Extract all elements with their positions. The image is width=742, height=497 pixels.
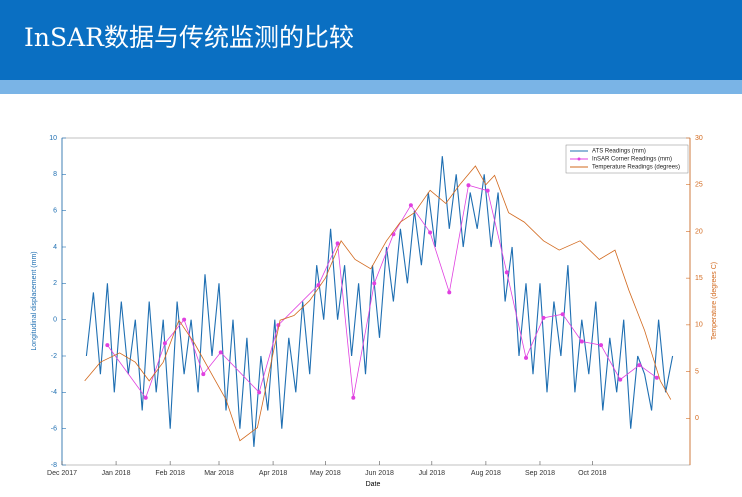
series-marker	[162, 341, 167, 346]
series-marker	[447, 290, 452, 295]
series-marker	[372, 281, 377, 286]
x-tick-label: Jun 2018	[365, 470, 394, 477]
title-banner	[0, 0, 742, 80]
y2-tick-label: 10	[695, 322, 703, 329]
series-marker	[485, 188, 490, 193]
banner-stripe	[0, 80, 742, 94]
series-marker	[143, 395, 148, 400]
y-tick-label: 6	[53, 208, 57, 215]
series-marker	[105, 343, 110, 348]
y-tick-label: 10	[49, 135, 57, 142]
y-tick-label: -4	[51, 389, 57, 396]
y-tick-label: -6	[51, 426, 57, 433]
legend-label: ATS Readings (mm)	[592, 149, 646, 155]
series-marker	[466, 183, 471, 188]
y2-tick-label: 15	[695, 275, 703, 282]
x-tick-label: Mar 2018	[204, 470, 234, 477]
y2-tick-label: 0	[695, 415, 699, 422]
legend-label: Temperature Readings (degrees)	[592, 165, 680, 171]
y-tick-label: -8	[51, 462, 57, 469]
x-tick-label: Feb 2018	[155, 470, 185, 477]
y2-axis-label: Temperature (degrees C)	[711, 262, 718, 340]
series-marker	[560, 312, 565, 317]
series-marker	[504, 270, 509, 275]
slide-title: InSAR数据与传统监测的比较	[24, 23, 354, 52]
y2-tick-label: 20	[695, 228, 703, 235]
series-marker	[524, 355, 529, 360]
x-tick-label: Dec 2017	[47, 470, 77, 477]
series-marker	[201, 372, 206, 377]
x-tick-label: Sep 2018	[525, 470, 555, 477]
x-tick-label: Jan 2018	[102, 470, 131, 477]
legend-marker	[577, 157, 581, 161]
y-tick-label: 4	[53, 244, 57, 251]
series-marker	[351, 395, 356, 400]
series-marker	[335, 241, 340, 246]
y-tick-label: -2	[51, 353, 57, 360]
legend-label: InSAR Corner Readings (mm)	[592, 157, 672, 163]
series-marker	[257, 390, 262, 395]
y-tick-label: 0	[53, 317, 57, 324]
series-marker	[579, 339, 584, 344]
x-tick-label: May 2018	[310, 470, 341, 477]
series-marker	[182, 317, 187, 322]
series-marker	[541, 315, 546, 320]
series-marker	[654, 375, 659, 380]
series-marker	[218, 350, 223, 355]
y2-tick-label: 5	[695, 368, 699, 375]
series-line	[84, 165, 672, 442]
series-marker	[599, 343, 604, 348]
x-axis-label: Date	[366, 481, 381, 488]
series-line	[107, 184, 658, 399]
y-tick-label: 8	[53, 171, 57, 178]
series-line	[85, 156, 674, 447]
x-tick-label: Apr 2018	[259, 470, 288, 477]
x-tick-label: Jul 2018	[419, 470, 446, 477]
series-marker	[618, 377, 623, 382]
series-marker	[408, 203, 413, 208]
series-marker	[428, 230, 433, 235]
y2-tick-label: 30	[695, 135, 703, 142]
x-tick-label: Aug 2018	[471, 470, 501, 477]
y-tick-label: 2	[53, 280, 57, 287]
y2-tick-label: 25	[695, 182, 703, 189]
y-axis-label: Longitudinal displacement (mm)	[31, 251, 38, 350]
series-marker	[637, 363, 642, 368]
x-tick-label: Oct 2018	[578, 470, 607, 477]
